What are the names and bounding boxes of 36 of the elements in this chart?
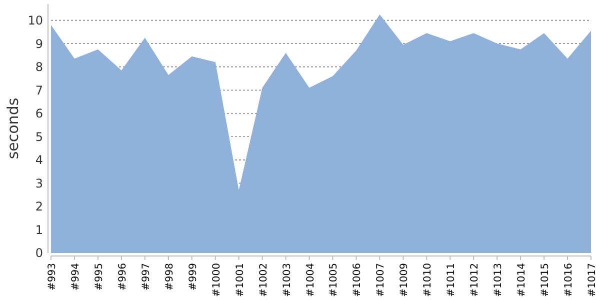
y-tick-label: 10 xyxy=(28,13,43,28)
y-tick-label: 4 xyxy=(35,153,43,168)
x-tick-label: #1013 xyxy=(493,263,504,297)
y-tick-label: 2 xyxy=(35,200,43,214)
y-tick-label: 3 xyxy=(35,176,43,190)
x-tick-label: #999 xyxy=(188,263,199,290)
x-tick-label: #1010 xyxy=(422,263,434,297)
x-tick-label: #1011 xyxy=(446,263,458,297)
y-tick-label: 1 xyxy=(35,222,43,237)
x-tick-label: #997 xyxy=(140,263,152,290)
x-tick-label: #1007 xyxy=(376,263,387,297)
x-tick-label: #1000 xyxy=(211,263,222,297)
y-axis-title: seconds xyxy=(4,98,22,160)
y-tick-label: 6 xyxy=(35,106,43,121)
x-tick-label: #1004 xyxy=(305,263,316,297)
y-tick-label: 7 xyxy=(35,83,43,98)
x-tick-label: #994 xyxy=(70,263,82,290)
x-tick-label: #993 xyxy=(47,263,58,290)
y-tick-label: 5 xyxy=(35,130,43,144)
x-tick-label: #996 xyxy=(117,263,128,290)
x-tick-label: #1001 xyxy=(234,263,246,297)
x-tick-label: #1014 xyxy=(516,263,528,297)
x-tick-label: #1012 xyxy=(470,263,481,297)
x-tick-label: #1017 xyxy=(587,263,598,297)
x-tick-label: #1005 xyxy=(328,263,340,297)
y-tick-label: 8 xyxy=(35,60,43,74)
x-tick-label: #1016 xyxy=(564,263,575,297)
x-tick-label: #1003 xyxy=(282,263,293,297)
x-tick-label: #995 xyxy=(94,263,105,290)
y-tick-label: 0 xyxy=(35,246,43,260)
x-tick-label: #998 xyxy=(164,263,176,290)
x-tick-label: #1002 xyxy=(258,263,270,297)
x-tick-label: #1015 xyxy=(540,263,552,297)
x-tick-label: #1006 xyxy=(352,263,364,297)
x-tick-label: #1009 xyxy=(399,263,410,297)
y-tick-label: 9 xyxy=(35,36,43,51)
